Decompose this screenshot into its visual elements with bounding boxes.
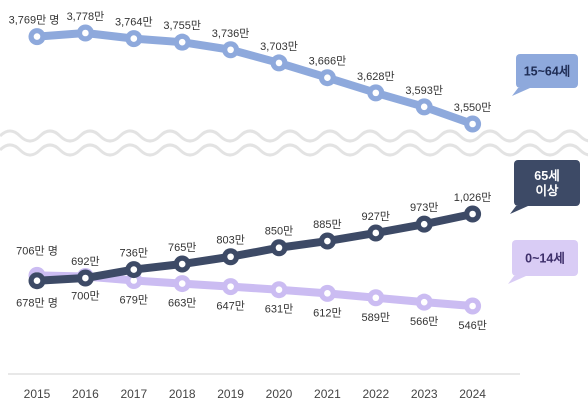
series-0-14-data-label: 647만 <box>216 300 244 313</box>
series-65-plus-data-label: 765만 <box>168 241 196 254</box>
series-65-plus-point-center <box>324 237 331 245</box>
x-tick-label: 2024 <box>459 387 486 401</box>
series-65-plus-data-label: 927만 <box>362 210 390 223</box>
series-15-64-data-label: 3,736만 <box>212 27 250 40</box>
series-65-plus-point-center <box>227 253 234 261</box>
series-0-14-point-center <box>420 298 428 306</box>
series-65-plus-point-center <box>420 220 428 228</box>
legend-65-plus-label: 이상 <box>535 183 559 198</box>
legend-15-64-label: 15~64세 <box>524 64 571 79</box>
series-0-14-point-center <box>469 302 476 310</box>
legend-15-64-box <box>516 54 578 88</box>
series-15-64-point-center <box>178 38 186 46</box>
series-15-64-data-label: 3,628만 <box>357 70 395 83</box>
series-15-64-data-label: 3,769만 명 <box>9 14 60 27</box>
series-65-plus-point-center <box>372 229 380 237</box>
series-15-64-data-label: 3,764만 <box>115 16 153 29</box>
x-tick-label: 2019 <box>217 387 244 401</box>
series-0-14-point-center <box>178 280 186 287</box>
legend-0-14-label: 0~14세 <box>525 251 565 266</box>
series-15-64-data-label: 3,703만 <box>260 40 298 53</box>
series-15-64-point-center <box>372 89 380 97</box>
series-0-14-data-label: 631만 <box>265 303 293 316</box>
series-0-14-point-center <box>227 283 234 290</box>
series-0-14-point-center <box>130 277 138 284</box>
series-15-64-line <box>33 29 477 128</box>
series-0-14-data-label: 679만 <box>120 294 148 307</box>
series-0-14-point-center <box>372 294 380 302</box>
series-65-plus-data-label: 850만 <box>265 225 293 238</box>
x-tick-label: 2016 <box>72 387 99 401</box>
x-tick-label: 2023 <box>411 387 438 401</box>
x-tick-label: 2018 <box>169 387 196 401</box>
series-0-14-data-label: 589만 <box>362 311 390 324</box>
series-65-plus-data-label: 692만 <box>71 255 99 268</box>
series-65-plus-data-label: 736만 <box>120 247 148 260</box>
series-15-64-point-center <box>33 33 41 40</box>
series-65-plus-point-center <box>130 266 138 273</box>
series-0-14-data-label: 612만 <box>313 306 341 319</box>
series-65-plus-data-label: 803만 <box>216 234 244 247</box>
x-tick-label: 2020 <box>266 387 293 401</box>
x-tick-label: 2017 <box>120 387 147 401</box>
legend-65-plus-label: 65세 <box>534 168 559 183</box>
series-65-plus-data-label: 973만 <box>410 201 438 214</box>
series-15-64-data-label: 3,755만 <box>163 19 201 32</box>
legend-65-plus-box <box>514 160 580 206</box>
series-65-plus-data-label: 678만 명 <box>16 297 58 310</box>
series-0-14-point-center <box>324 290 331 297</box>
series-15-64-data-label: 3,593만 <box>405 84 443 97</box>
x-tick-label: 2015 <box>24 387 51 401</box>
series-15-64-point-center <box>130 35 138 42</box>
series-15-64-point-center <box>227 46 234 54</box>
series-0-14-data-label: 706만 명 <box>16 244 58 257</box>
series-65-plus-line <box>33 210 477 285</box>
x-tick-label: 2021 <box>314 387 341 401</box>
legend-15-64-tail <box>512 88 530 96</box>
series-65-plus-point-center <box>469 210 476 218</box>
legend-0-14-tail <box>508 276 526 284</box>
series-15-64-data-label: 3,778만 <box>67 10 105 23</box>
series-15-64-point-center <box>420 103 428 111</box>
series-15-64-data-label: 3,550만 <box>454 101 492 114</box>
series-15-64-point-center <box>324 74 331 82</box>
series-0-14-data-label: 566만 <box>410 315 438 328</box>
axis-break-wave-bottom <box>0 143 588 157</box>
series-65-plus-point-center <box>178 260 186 268</box>
series-0-14-data-label: 546만 <box>458 319 486 332</box>
series-65-plus-point-center <box>82 274 89 282</box>
series-15-64-data-label: 3,666만 <box>309 55 347 68</box>
series-65-plus-point-center <box>275 244 283 252</box>
series-0-14-data-label: 663만 <box>168 297 196 310</box>
legend-0-14-box <box>512 240 578 276</box>
series-0-14-line <box>33 271 477 310</box>
legend-65-plus-tail <box>510 206 528 214</box>
series-15-64-point-center <box>469 120 476 128</box>
series-0-14-data-label: 700만 <box>71 289 99 302</box>
x-tick-label: 2022 <box>362 387 389 401</box>
series-15-64-point-center <box>275 59 283 67</box>
series-65-plus-data-label: 885만 <box>313 218 341 231</box>
series-65-plus-data-label: 1,026만 <box>454 191 492 204</box>
series-0-14-point-center <box>275 286 283 294</box>
series-65-plus-point-center <box>33 277 41 285</box>
axis-break-wave-top <box>0 129 588 143</box>
series-15-64-point-center <box>82 29 89 37</box>
